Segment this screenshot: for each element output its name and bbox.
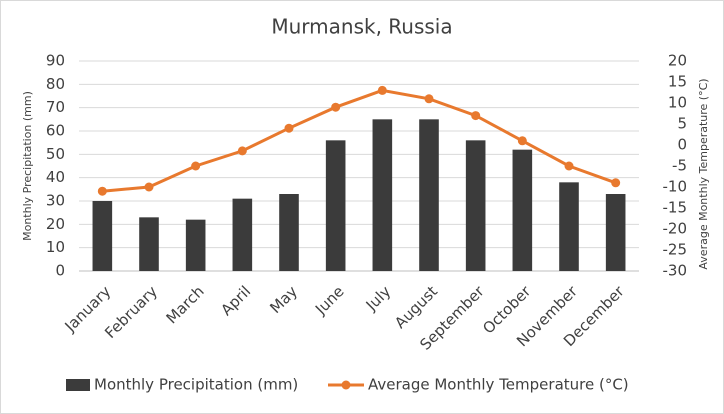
y2-tick-label: -25 (663, 241, 688, 259)
y-tick-label: 30 (46, 192, 65, 210)
marker (471, 111, 481, 121)
legend-swatch (341, 380, 351, 390)
bar (279, 194, 299, 271)
y-tick-label: 50 (46, 145, 65, 163)
marker (517, 136, 527, 146)
y2-tick-label: 10 (668, 94, 687, 112)
y-tick-label: 20 (46, 215, 65, 233)
marker (331, 102, 341, 112)
marker (191, 161, 201, 171)
line (102, 88, 617, 193)
y2-tick-label: -10 (663, 178, 688, 196)
y2-axis-title: Average Monthly Temperature (°C) (697, 78, 710, 269)
marker (237, 146, 247, 156)
bar (139, 217, 159, 271)
legend-swatch (66, 379, 90, 391)
y2-tick-label: -30 (663, 262, 688, 280)
legend-label: Average Monthly Temperature (°C) (368, 376, 629, 394)
marker (377, 85, 387, 95)
y-tick-label: 40 (46, 168, 65, 186)
bar (465, 140, 486, 271)
y-axis-title: Monthly Precipitation (mm) (21, 91, 34, 241)
marker (424, 94, 434, 104)
chart-title: Murmansk, Russia (271, 15, 452, 39)
bar (372, 119, 393, 271)
y2-tick-label: 0 (677, 136, 687, 154)
y-tick-label: 70 (46, 98, 65, 116)
y-tick-label: 80 (46, 75, 65, 93)
legend-label: Monthly Precipitation (mm) (94, 376, 298, 394)
bar (232, 198, 253, 271)
y2-tick-label: -15 (663, 199, 688, 217)
bar (512, 149, 533, 271)
y2-tick-label: 20 (668, 52, 687, 70)
marker (564, 161, 574, 171)
y-tick-label: 0 (55, 262, 65, 280)
bar (419, 119, 439, 271)
y2-tick-label: 15 (668, 73, 687, 91)
bar (605, 194, 626, 271)
y-tick-label: 90 (46, 52, 65, 70)
y-tick-label: 60 (46, 122, 65, 140)
y2-tick-label: 5 (677, 115, 687, 133)
bar (559, 182, 579, 271)
marker (97, 186, 107, 196)
bar (325, 140, 346, 271)
bar (185, 219, 206, 271)
y-tick-label: 10 (46, 238, 65, 256)
marker (611, 178, 621, 188)
y2-tick-label: -20 (663, 220, 688, 238)
marker (284, 123, 294, 133)
y2-tick-label: -5 (672, 157, 687, 175)
marker (144, 182, 154, 192)
bar (92, 201, 113, 271)
